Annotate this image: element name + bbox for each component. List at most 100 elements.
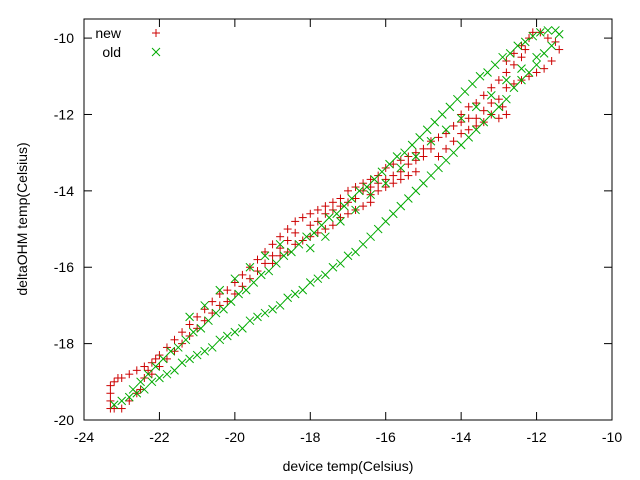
point-old bbox=[483, 68, 492, 77]
x-tick-label: -22 bbox=[149, 429, 169, 445]
point-new bbox=[344, 186, 352, 195]
point-old bbox=[445, 102, 455, 112]
point-old bbox=[305, 278, 315, 287]
point-new bbox=[276, 251, 285, 260]
point-new bbox=[162, 354, 171, 363]
y-tick-label: -18 bbox=[54, 336, 74, 352]
point-old bbox=[215, 285, 225, 295]
x-tick-label: -10 bbox=[602, 429, 622, 445]
point-old bbox=[509, 83, 519, 93]
y-tick-label: -12 bbox=[54, 106, 74, 122]
point-new bbox=[502, 68, 511, 77]
point-old bbox=[264, 266, 274, 276]
point-old bbox=[411, 186, 421, 196]
point-new bbox=[200, 305, 209, 314]
point-old bbox=[321, 270, 330, 280]
x-axis-label: device temp(Celsius) bbox=[283, 458, 414, 474]
point-old bbox=[419, 178, 428, 188]
point-old bbox=[354, 186, 364, 196]
point-old bbox=[494, 102, 504, 112]
point-old bbox=[426, 136, 436, 146]
point-old bbox=[528, 31, 538, 41]
point-old bbox=[479, 117, 489, 127]
point-new bbox=[472, 121, 481, 130]
point-old bbox=[441, 155, 451, 165]
point-old bbox=[535, 28, 545, 37]
point-old bbox=[313, 274, 323, 284]
point-old bbox=[158, 354, 168, 364]
point-new bbox=[540, 64, 549, 73]
point-old bbox=[336, 217, 345, 226]
point-new bbox=[464, 102, 473, 111]
point-new bbox=[442, 129, 451, 138]
point-new bbox=[502, 83, 511, 92]
point-old bbox=[143, 369, 153, 379]
point-old bbox=[471, 102, 481, 112]
point-old bbox=[453, 94, 462, 104]
point-new bbox=[306, 221, 315, 230]
legend-symbol-old bbox=[151, 47, 161, 57]
point-new bbox=[144, 366, 153, 375]
point-old bbox=[502, 94, 511, 104]
point-new bbox=[411, 167, 420, 176]
point-new bbox=[517, 53, 526, 62]
point-old bbox=[328, 262, 338, 272]
point-new bbox=[457, 118, 466, 127]
point-old bbox=[422, 125, 432, 135]
point-new bbox=[381, 175, 390, 184]
point-old bbox=[498, 52, 507, 62]
point-old bbox=[381, 178, 391, 188]
point-old bbox=[181, 335, 191, 345]
point-new bbox=[125, 370, 134, 379]
point-new bbox=[253, 255, 262, 264]
point-old bbox=[136, 377, 145, 387]
point-old bbox=[471, 125, 481, 135]
point-old bbox=[155, 373, 164, 383]
point-new bbox=[178, 328, 187, 337]
point-new bbox=[313, 205, 322, 214]
point-old bbox=[268, 304, 277, 314]
point-old bbox=[207, 343, 217, 352]
point-old bbox=[245, 262, 255, 272]
x-tick-label: -24 bbox=[74, 429, 94, 445]
point-new bbox=[366, 175, 375, 184]
point-old bbox=[456, 113, 466, 123]
point-new bbox=[555, 45, 564, 54]
point-old bbox=[290, 289, 300, 299]
point-old bbox=[139, 385, 149, 394]
point-old bbox=[456, 140, 466, 150]
point-old bbox=[170, 365, 179, 375]
point-old bbox=[219, 304, 228, 314]
point-old bbox=[189, 327, 198, 337]
point-old bbox=[162, 369, 172, 379]
point-new bbox=[472, 114, 481, 123]
point-new bbox=[426, 144, 435, 153]
point-old bbox=[502, 75, 511, 85]
point-old bbox=[543, 26, 553, 35]
point-new bbox=[509, 79, 518, 88]
point-new bbox=[479, 106, 488, 115]
point-old bbox=[366, 232, 375, 242]
point-new bbox=[110, 377, 119, 386]
point-old bbox=[358, 239, 368, 249]
point-old bbox=[366, 190, 375, 200]
point-new bbox=[381, 183, 390, 192]
point-old bbox=[275, 239, 285, 249]
point-old bbox=[166, 346, 176, 356]
point-new bbox=[411, 156, 420, 165]
point-new bbox=[487, 83, 496, 92]
point-old bbox=[253, 312, 262, 322]
point-new bbox=[238, 270, 247, 279]
point-new bbox=[404, 171, 413, 180]
point-new bbox=[117, 373, 126, 382]
point-new bbox=[336, 194, 345, 203]
point-new bbox=[261, 259, 270, 268]
x-tick-label: -16 bbox=[376, 429, 396, 445]
point-new bbox=[336, 202, 345, 211]
point-old bbox=[551, 26, 560, 35]
point-new bbox=[543, 34, 552, 43]
point-new bbox=[110, 404, 119, 413]
point-old bbox=[222, 331, 232, 341]
point-old bbox=[403, 194, 413, 203]
point-old bbox=[513, 41, 523, 51]
